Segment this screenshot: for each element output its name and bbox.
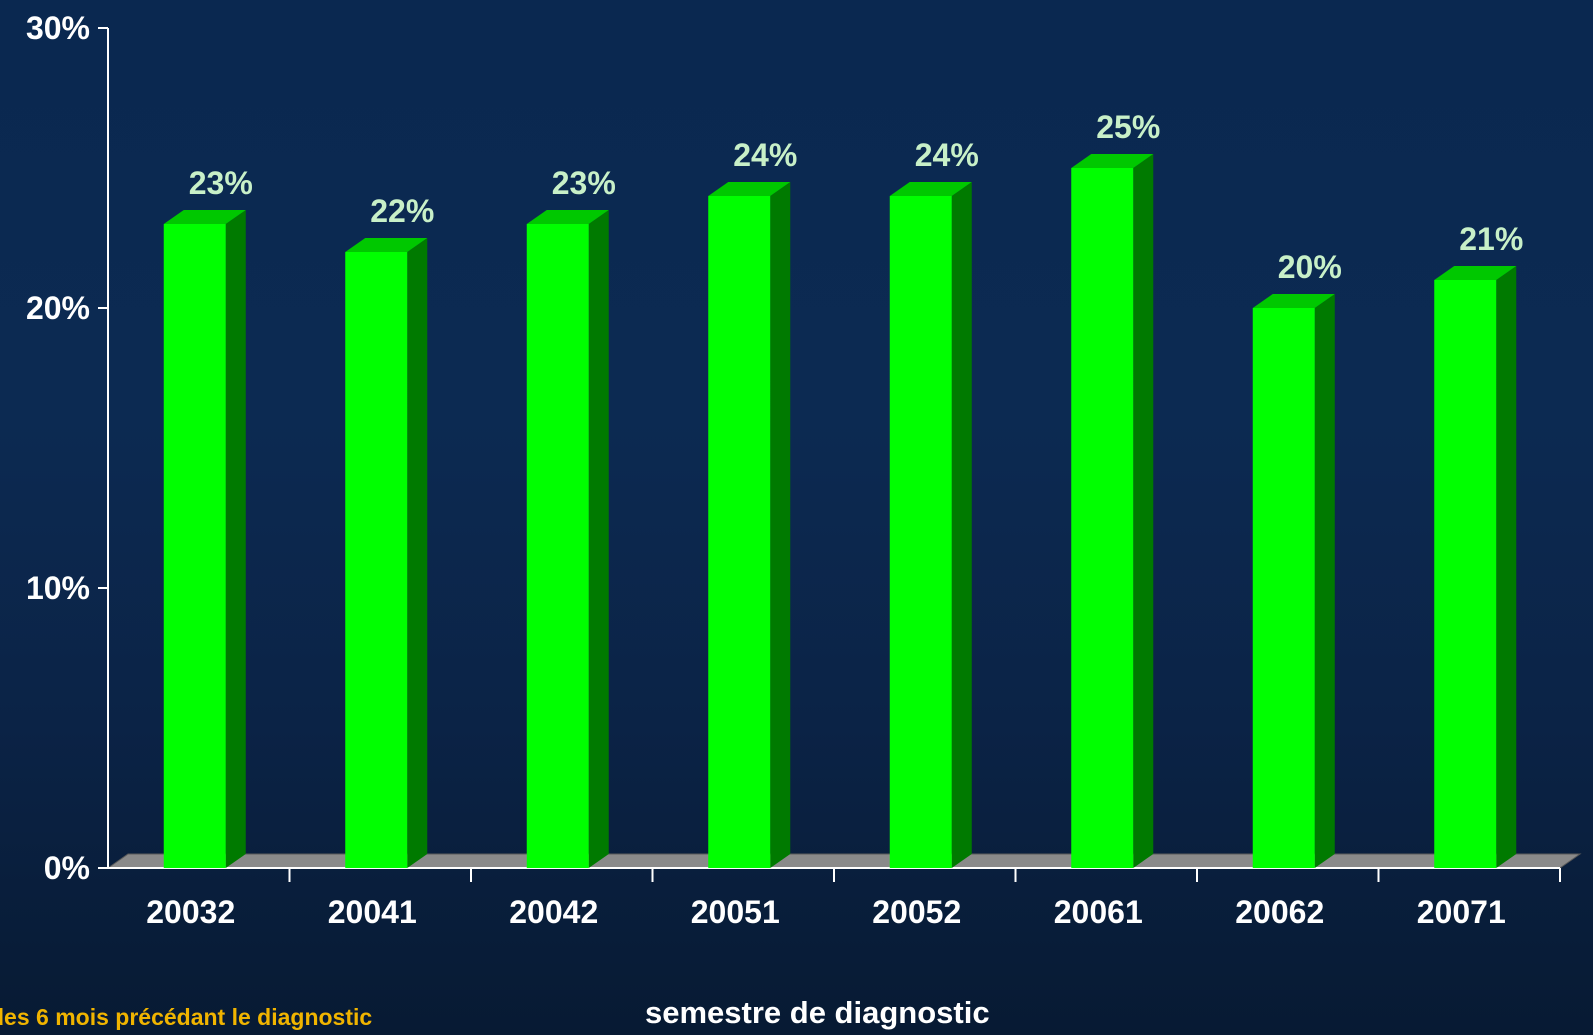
bar-top — [163, 210, 246, 224]
bar-side — [1133, 154, 1154, 868]
x-axis-title: semestre de diagnostic — [645, 995, 990, 1030]
x-tick-label: 20051 — [691, 894, 780, 930]
bar — [889, 196, 952, 868]
y-tick-label: 10% — [26, 570, 90, 606]
x-tick-label: 20061 — [1054, 894, 1143, 930]
bar-top — [889, 182, 972, 196]
x-tick-label: 20071 — [1417, 894, 1506, 930]
bar-side — [225, 210, 246, 868]
bar-side — [1496, 266, 1517, 868]
bar — [708, 196, 771, 868]
bars — [163, 154, 1517, 868]
data-label: 22% — [370, 193, 434, 229]
bar — [1071, 168, 1134, 868]
labels: 23% 20032 22% 20041 23% 20042 24% 20051 24% 20052… — [146, 109, 1523, 930]
x-tick-label: 20062 — [1235, 894, 1324, 930]
bar-top — [1434, 266, 1517, 280]
bar-side — [407, 238, 428, 868]
data-label: 23% — [552, 165, 616, 201]
bar-top — [1252, 294, 1335, 308]
data-label: 25% — [1096, 109, 1160, 145]
bar — [526, 224, 589, 868]
y-tick-label: 0% — [44, 850, 90, 886]
floor-plane — [106, 853, 1582, 869]
bar-side — [951, 182, 972, 868]
data-label: 23% — [189, 165, 253, 201]
data-label: 21% — [1459, 221, 1523, 257]
bar-top — [345, 238, 428, 252]
x-tick-label: 20042 — [509, 894, 598, 930]
bar-side — [770, 182, 791, 868]
x-tick-label: 20041 — [328, 894, 417, 930]
bar — [163, 224, 226, 868]
footnote: des 6 mois précédant le diagnostic — [0, 1004, 373, 1030]
data-label: 24% — [915, 137, 979, 173]
bar — [1252, 308, 1315, 868]
bar — [345, 252, 408, 868]
y-tick-label: 30% — [26, 10, 90, 46]
data-label: 20% — [1278, 249, 1342, 285]
bar-top — [1071, 154, 1154, 168]
chart-floor — [106, 853, 1582, 869]
y-tick-label: 20% — [26, 290, 90, 326]
bar-side — [588, 210, 609, 868]
x-tick-label: 20052 — [872, 894, 961, 930]
bar — [1434, 280, 1497, 868]
data-label: 24% — [733, 137, 797, 173]
bar-side — [1314, 294, 1335, 868]
x-tick-label: 20032 — [146, 894, 235, 930]
bar-top — [708, 182, 791, 196]
bar-top — [526, 210, 609, 224]
